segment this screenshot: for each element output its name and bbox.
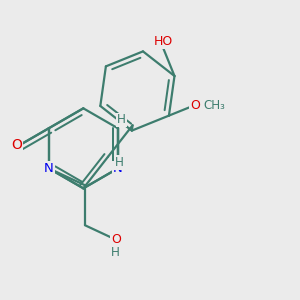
Text: O: O xyxy=(11,138,22,152)
Text: N: N xyxy=(44,162,54,175)
Text: H: H xyxy=(115,156,124,169)
Text: H: H xyxy=(117,113,126,127)
Text: H: H xyxy=(111,247,120,260)
Text: O: O xyxy=(190,99,200,112)
Text: N: N xyxy=(113,162,123,175)
Text: O: O xyxy=(111,232,121,246)
Text: CH₃: CH₃ xyxy=(203,99,225,112)
Text: HO: HO xyxy=(154,35,173,48)
